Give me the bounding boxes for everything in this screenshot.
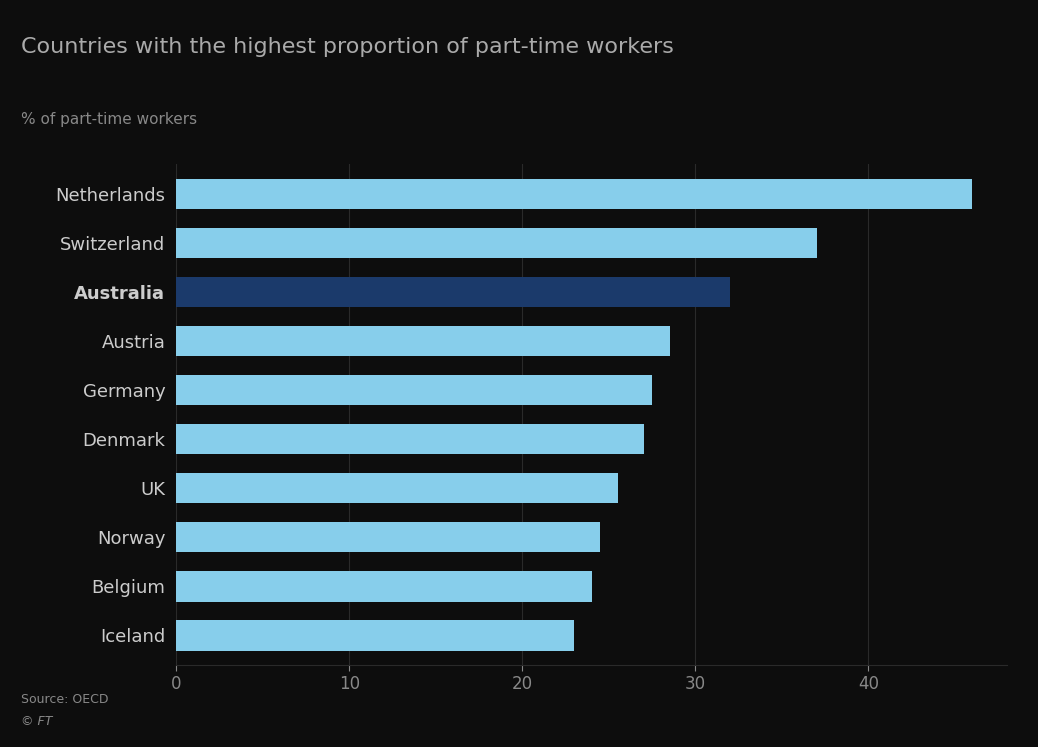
Bar	[176, 620, 574, 651]
Bar	[176, 571, 592, 601]
Text: Source: OECD: Source: OECD	[21, 693, 108, 706]
Text: Countries with the highest proportion of part-time workers: Countries with the highest proportion of…	[21, 37, 674, 58]
Bar	[176, 228, 817, 258]
Bar	[176, 522, 600, 553]
Bar	[176, 473, 618, 503]
Bar	[176, 179, 973, 209]
Bar	[176, 424, 644, 454]
Bar	[176, 375, 652, 406]
Text: % of part-time workers: % of part-time workers	[21, 112, 197, 127]
Bar	[176, 326, 670, 356]
Bar	[176, 276, 730, 307]
Text: © FT: © FT	[21, 716, 52, 728]
